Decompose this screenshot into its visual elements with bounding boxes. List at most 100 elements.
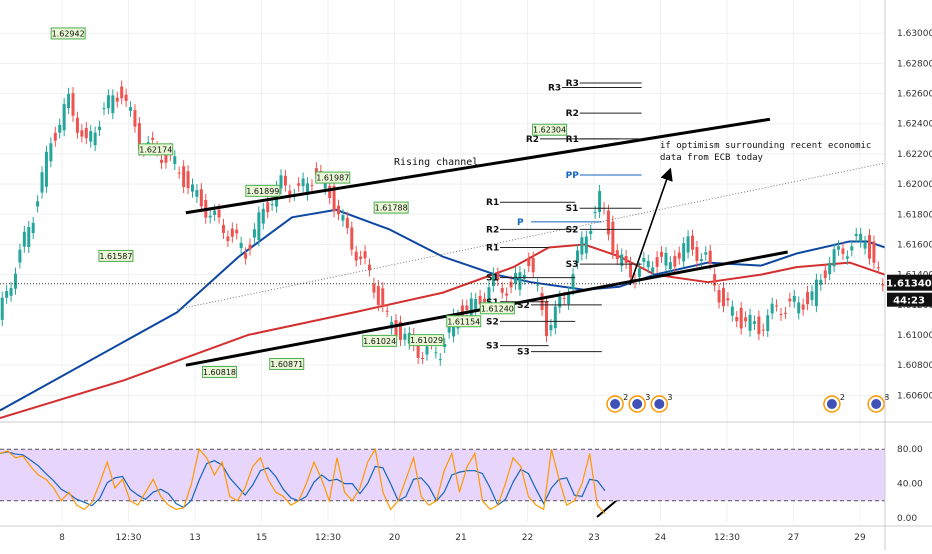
price-tag-text: 1.61899 [246,187,279,196]
candle-body [288,190,292,197]
candle-body [323,179,327,189]
trend-dotted-line [176,162,886,310]
candle-body [823,270,827,278]
candle-body [89,131,93,142]
candle-body [872,241,876,263]
candle-body [779,314,783,316]
candle-body [531,257,535,273]
candle-body [239,242,243,248]
candle-body [310,185,314,187]
candle-body [252,229,256,238]
price-tick-label: 1.62600 [897,90,932,100]
candle-body [660,251,664,257]
price-tag-text: 1.60818 [203,368,236,377]
price-labels: 1.62942 1.62174 1.61587 1.61987 1.61899 1.617… [50,27,568,378]
flag-icon [610,399,621,409]
candle-body [261,208,265,224]
candle-body [527,258,531,267]
pivot-label: S2 [517,301,530,311]
countdown-text: 44:23 [893,296,925,307]
candle-body [199,189,203,207]
candle-body [36,201,40,207]
candle-body [615,250,619,260]
price-tag-text: 1.61788 [375,204,408,213]
event-badges[interactable]: 2 3 3 2 8 [606,393,889,413]
candle-body [213,210,217,216]
pivot-label: R1 [486,243,499,253]
candle-body [434,352,438,354]
candle-body [859,233,863,242]
pivot-label: R3 [566,79,579,89]
time-tick-label: 21 [455,533,466,543]
candle-body [266,202,270,213]
candle-body [757,316,761,335]
candle-body [164,153,168,163]
candle-body [841,248,845,254]
channel-upper-line [185,117,771,215]
price-tick-label: 1.62800 [897,59,932,69]
pivot-label: R1 [486,198,499,208]
candle-body [124,94,128,101]
candle-body [863,242,867,249]
event-count: 2 [623,393,628,402]
candle-body [518,272,522,290]
candle-body [447,324,451,333]
price-tag-text: 1.61240 [481,304,514,313]
price-tag-text: 1.62942 [52,29,85,38]
time-tick-label: 12:30 [315,533,341,543]
candle-body [106,95,110,109]
candle-body [544,301,548,337]
candle-body [403,333,407,340]
candle-body [744,317,748,322]
candle-body [80,130,84,137]
candle-body [624,256,628,263]
candle-body [783,312,787,314]
candle-body [345,217,349,229]
candle-body [381,288,385,307]
candle-body [173,156,177,164]
candle-body [328,185,332,199]
price-tick-label: 1.61000 [897,331,932,341]
candle-body [443,343,447,347]
candle-body [673,256,677,267]
price-tag-box [201,365,237,378]
oscillator-pane [0,447,885,515]
pivot-levels: R3R3R2R2R1PPR1PS1R2S2R1S3S1S1S2S2S3S3 [486,79,642,358]
candle-body [98,126,102,131]
price-tick-label: 1.62200 [897,150,932,160]
candle-body [814,279,818,307]
flag-icon [632,399,643,409]
time-tick-label: 23 [588,533,599,543]
candle-body [111,95,115,114]
pivot-label: P [517,218,524,228]
price-tag-box [269,357,305,370]
candle-body [394,320,398,337]
candle-body [766,315,770,332]
candle-body [283,175,287,186]
current-price-box [887,274,932,291]
price-tag-box [138,143,174,156]
candle-body [421,358,425,360]
time-tick-label: 24 [655,533,667,543]
candle-body [398,321,402,341]
pivot-label: R2 [566,109,579,119]
candle-body [354,251,358,261]
candle-body [367,264,371,271]
candle-body [752,321,756,324]
candle-body [695,247,699,262]
pivot-label: R2 [486,225,499,235]
price-tick-label: 1.61600 [897,240,932,250]
candle-body [376,286,380,306]
candle-body [18,249,22,263]
candle-body [598,190,602,212]
candle-body [137,123,141,150]
candle-body [505,293,509,296]
candle-body [514,273,518,284]
price-tag-box [479,302,515,315]
candle-body [133,110,137,127]
candle-body [668,262,672,269]
candle-body [58,124,62,133]
candle-body [589,230,593,235]
